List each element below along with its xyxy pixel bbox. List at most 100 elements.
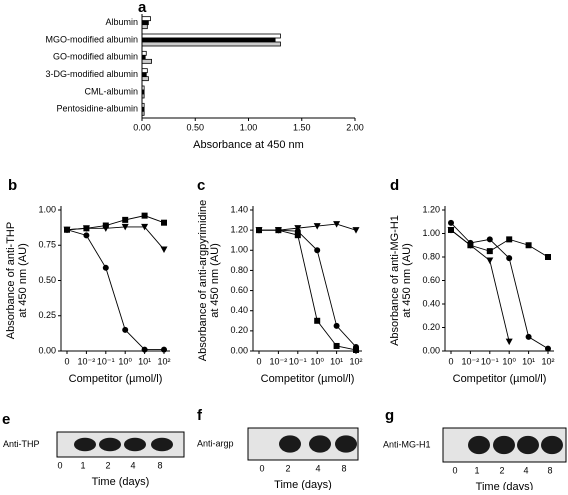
y-tick-label: 1.00 bbox=[422, 228, 440, 238]
lane-label: 8 bbox=[157, 460, 162, 470]
bar bbox=[141, 58, 152, 64]
x-tick-label: 10² bbox=[541, 356, 554, 366]
y-axis-label: Absorbance of anti-MG-H1 bbox=[389, 215, 401, 346]
y-tick-label: 0.00 bbox=[38, 345, 56, 355]
band bbox=[335, 435, 357, 453]
band bbox=[468, 435, 490, 455]
y-tick-label: 0.40 bbox=[230, 305, 248, 315]
series-line bbox=[66, 229, 164, 351]
bar bbox=[141, 20, 149, 26]
lane-label: 1 bbox=[474, 465, 479, 475]
antibody-label: Anti-THP bbox=[3, 439, 40, 449]
lane-label: 8 bbox=[341, 463, 346, 473]
y-tick-label: 0.20 bbox=[422, 322, 440, 332]
y-tick-label: 1.00 bbox=[38, 204, 56, 214]
band bbox=[517, 435, 539, 455]
marker bbox=[353, 343, 359, 350]
bar bbox=[141, 41, 281, 47]
panel-label: a bbox=[138, 0, 147, 16]
panel-label: d bbox=[390, 177, 399, 194]
x-tick-label: 2.00 bbox=[346, 122, 364, 132]
marker bbox=[141, 346, 148, 353]
marker bbox=[545, 254, 551, 260]
series-line bbox=[259, 229, 357, 348]
lane-label: 0 bbox=[57, 460, 62, 470]
band bbox=[99, 437, 121, 452]
y-tick-label: 1.40 bbox=[230, 204, 248, 214]
panel-label: c bbox=[197, 177, 205, 194]
lane-label: 2 bbox=[105, 460, 110, 470]
x-tick-label: 10² bbox=[349, 356, 362, 366]
panel-label: b bbox=[8, 177, 17, 194]
marker bbox=[294, 228, 301, 235]
band bbox=[493, 435, 515, 455]
marker bbox=[102, 264, 109, 271]
y-tick-label: 1.20 bbox=[422, 204, 440, 214]
x-tick-label: 10¹ bbox=[138, 356, 151, 366]
marker bbox=[122, 326, 129, 333]
category-label: GO-modified albumin bbox=[53, 52, 138, 62]
band bbox=[541, 435, 563, 455]
marker bbox=[525, 242, 532, 249]
x-tick-label: 0.50 bbox=[186, 122, 204, 132]
y-tick-label: 1.00 bbox=[230, 245, 248, 255]
x-tick-label: 10² bbox=[157, 356, 170, 366]
y-tick-label: 0.60 bbox=[422, 275, 440, 285]
x-tick-label: 10⁻¹ bbox=[289, 356, 307, 366]
marker bbox=[161, 219, 167, 226]
x-tick-label: 0 bbox=[64, 356, 69, 366]
y-tick-label: 0.80 bbox=[230, 265, 248, 275]
y-axis-label: at 450 nm (AU) bbox=[17, 243, 29, 318]
x-tick-label: 1.50 bbox=[293, 122, 311, 132]
marker bbox=[486, 248, 493, 255]
y-axis-label: at 450 nm (AU) bbox=[401, 243, 413, 318]
x-axis-label: Time (days) bbox=[476, 481, 534, 490]
x-tick-label: 0.00 bbox=[133, 122, 151, 132]
marker bbox=[545, 345, 551, 352]
marker bbox=[352, 227, 360, 234]
x-tick-label: 10⁻² bbox=[270, 356, 288, 366]
x-tick-label: 1.00 bbox=[240, 122, 258, 132]
marker bbox=[256, 227, 262, 234]
lane-label: 4 bbox=[315, 463, 320, 473]
x-tick-label: 0 bbox=[448, 356, 453, 366]
x-axis-label: Time (days) bbox=[92, 476, 150, 488]
category-label: Pentosidine-albumin bbox=[56, 104, 138, 114]
panel-label: f bbox=[197, 407, 203, 424]
marker bbox=[506, 255, 513, 262]
band bbox=[309, 435, 331, 453]
y-tick-label: 0.20 bbox=[230, 325, 248, 335]
antibody-label: Anti-argp bbox=[197, 438, 234, 448]
marker bbox=[353, 346, 359, 353]
marker bbox=[102, 225, 110, 232]
lane-label: 8 bbox=[547, 465, 552, 475]
panel-label: e bbox=[2, 411, 10, 428]
marker bbox=[333, 342, 340, 349]
x-axis-label: Competitor (µmol/l) bbox=[453, 373, 547, 385]
band bbox=[279, 435, 301, 453]
x-axis-label: Competitor (µmol/l) bbox=[69, 373, 163, 385]
marker bbox=[82, 225, 90, 232]
marker bbox=[314, 247, 321, 254]
marker bbox=[466, 242, 474, 249]
x-tick-label: 10⁻¹ bbox=[481, 356, 499, 366]
category-label: 3-DG-modified albumin bbox=[45, 69, 138, 79]
lane-label: 2 bbox=[285, 463, 290, 473]
x-tick-label: 10⁻¹ bbox=[97, 356, 115, 366]
x-tick-label: 10¹ bbox=[522, 356, 535, 366]
bar bbox=[141, 37, 276, 43]
marker bbox=[275, 227, 282, 234]
marker bbox=[64, 226, 70, 233]
marker bbox=[141, 223, 149, 231]
y-axis-label: at 450 nm (AU) bbox=[209, 243, 221, 318]
x-axis-label: Time (days) bbox=[274, 479, 332, 490]
marker bbox=[486, 257, 494, 265]
x-tick-label: 10¹ bbox=[330, 356, 343, 366]
series-line bbox=[259, 229, 357, 351]
x-tick-label: 10⁻² bbox=[78, 356, 96, 366]
category-label: CML-albumin bbox=[84, 86, 138, 96]
lane-label: 0 bbox=[259, 463, 264, 473]
marker bbox=[525, 333, 532, 340]
marker bbox=[141, 212, 148, 219]
